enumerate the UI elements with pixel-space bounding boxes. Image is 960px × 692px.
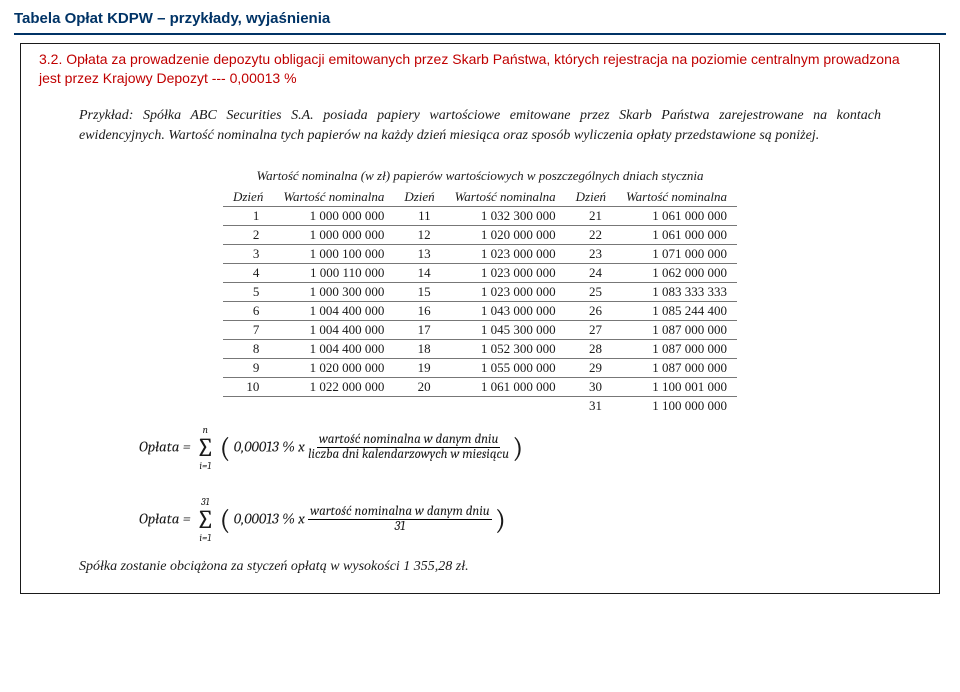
cell-day: 14 xyxy=(394,264,444,283)
cell-day: 15 xyxy=(394,283,444,302)
col-day: Dzień xyxy=(394,188,444,207)
cell-value: 1 043 000 000 xyxy=(445,302,566,321)
cell-day: 6 xyxy=(223,302,273,321)
cell-value: 1 000 000 000 xyxy=(273,226,394,245)
cell-day: 8 xyxy=(223,340,273,359)
cell-value xyxy=(445,397,566,416)
cell-day: 17 xyxy=(394,321,444,340)
cell-day: 12 xyxy=(394,226,444,245)
cell-day: 24 xyxy=(566,264,616,283)
cell-value: 1 020 000 000 xyxy=(445,226,566,245)
cell-value: 1 100 000 000 xyxy=(616,397,737,416)
section-heading: 3.2. Opłata za prowadzenie depozytu obli… xyxy=(39,50,921,88)
cell-value: 1 004 400 000 xyxy=(273,340,394,359)
cell-day: 4 xyxy=(223,264,273,283)
cell-day: 16 xyxy=(394,302,444,321)
cell-value: 1 062 000 000 xyxy=(616,264,737,283)
cell-value: 1 000 100 000 xyxy=(273,245,394,264)
formula-specific: Opłata = 31∑i=1 ( 0,00013 % x wartość no… xyxy=(139,497,881,543)
nominal-value-table: Dzień Wartość nominalna Dzień Wartość no… xyxy=(223,188,737,415)
cell-day: 23 xyxy=(566,245,616,264)
cell-day: 3 xyxy=(223,245,273,264)
cell-day: 27 xyxy=(566,321,616,340)
cell-day: 10 xyxy=(223,378,273,397)
cell-value: 1 004 400 000 xyxy=(273,321,394,340)
table-caption: Wartość nominalna (w zł) papierów wartoś… xyxy=(79,168,881,184)
cell-day: 25 xyxy=(566,283,616,302)
cell-value: 1 061 000 000 xyxy=(616,207,737,226)
cell-value xyxy=(273,397,394,416)
cell-value: 1 085 244 400 xyxy=(616,302,737,321)
cell-day: 11 xyxy=(394,207,444,226)
formula-general: Opłata = n∑i=1 ( 0,00013 % x wartość nom… xyxy=(139,425,881,471)
col-day: Dzień xyxy=(566,188,616,207)
cell-value: 1 061 000 000 xyxy=(445,378,566,397)
cell-value: 1 061 000 000 xyxy=(616,226,737,245)
cell-value: 1 032 300 000 xyxy=(445,207,566,226)
cell-day: 18 xyxy=(394,340,444,359)
cell-value: 1 023 000 000 xyxy=(445,283,566,302)
cell-day: 2 xyxy=(223,226,273,245)
cell-day: 30 xyxy=(566,378,616,397)
cell-value: 1 000 110 000 xyxy=(273,264,394,283)
cell-day xyxy=(223,397,273,416)
col-val: Wartość nominalna xyxy=(616,188,737,207)
page-title: Tabela Opłat KDPW – przykłady, wyjaśnien… xyxy=(14,10,946,35)
cell-day xyxy=(394,397,444,416)
cell-day: 9 xyxy=(223,359,273,378)
col-day: Dzień xyxy=(223,188,273,207)
cell-value: 1 004 400 000 xyxy=(273,302,394,321)
cell-day: 7 xyxy=(223,321,273,340)
example-paragraph: Przykład: Spółka ABC Securities S.A. pos… xyxy=(79,106,881,147)
cell-day: 13 xyxy=(394,245,444,264)
cell-value: 1 000 300 000 xyxy=(273,283,394,302)
document-frame: 3.2. Opłata za prowadzenie depozytu obli… xyxy=(20,43,940,594)
col-val: Wartość nominalna xyxy=(273,188,394,207)
cell-value: 1 083 333 333 xyxy=(616,283,737,302)
cell-day: 19 xyxy=(394,359,444,378)
cell-day: 1 xyxy=(223,207,273,226)
cell-value: 1 087 000 000 xyxy=(616,340,737,359)
cell-day: 22 xyxy=(566,226,616,245)
cell-value: 1 087 000 000 xyxy=(616,359,737,378)
cell-day: 28 xyxy=(566,340,616,359)
cell-value: 1 020 000 000 xyxy=(273,359,394,378)
cell-value: 1 052 300 000 xyxy=(445,340,566,359)
cell-day: 26 xyxy=(566,302,616,321)
col-val: Wartość nominalna xyxy=(445,188,566,207)
cell-value: 1 087 000 000 xyxy=(616,321,737,340)
cell-value: 1 000 000 000 xyxy=(273,207,394,226)
cell-value: 1 055 000 000 xyxy=(445,359,566,378)
cell-value: 1 100 001 000 xyxy=(616,378,737,397)
cell-value: 1 023 000 000 xyxy=(445,245,566,264)
cell-value: 1 022 000 000 xyxy=(273,378,394,397)
final-sentence: Spółka zostanie obciążona za styczeń opł… xyxy=(79,559,921,575)
cell-day: 21 xyxy=(566,207,616,226)
cell-day: 20 xyxy=(394,378,444,397)
cell-value: 1 045 300 000 xyxy=(445,321,566,340)
cell-day: 5 xyxy=(223,283,273,302)
cell-day: 31 xyxy=(566,397,616,416)
cell-value: 1 071 000 000 xyxy=(616,245,737,264)
cell-day: 29 xyxy=(566,359,616,378)
cell-value: 1 023 000 000 xyxy=(445,264,566,283)
